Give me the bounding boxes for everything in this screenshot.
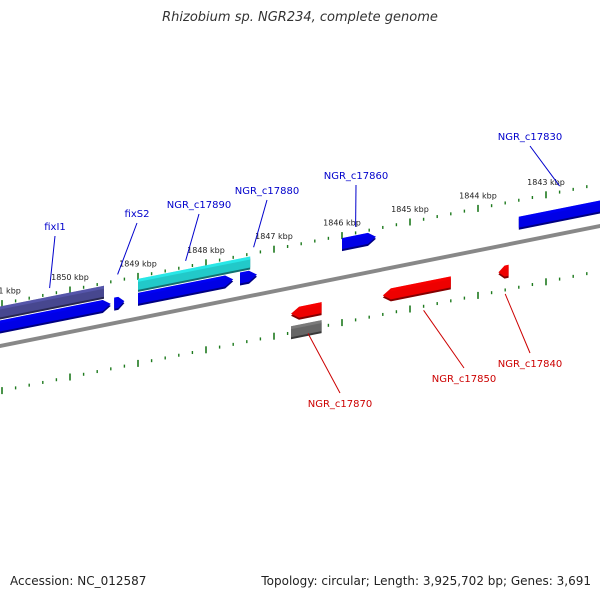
kbp-tick-label: 1848 kbp [187,246,225,255]
gene-feature [114,296,125,311]
gene-arrow [138,275,234,304]
gene-feature [291,320,322,340]
gene-feature [138,275,234,306]
gene-label: fixI1 [44,222,66,233]
gene-feature [0,285,104,320]
gene-highlight [240,270,249,276]
kbp-tick-label: 1849 kbp [119,259,157,268]
label-leader-line [423,309,465,369]
gene-feature [240,270,257,286]
genome-summary-text: Topology: circular; Length: 3,925,702 bp… [261,574,591,588]
gene-feature [0,299,111,334]
gene-feature [498,264,509,279]
kbp-tick-label: 1851 kbp [0,287,21,296]
tick-layer: 1851 kbp 1850 kbp 1849 kbp 1848 kbp 1847 kbp… [0,178,588,395]
gene-feature [342,232,376,252]
label-leader-line [185,213,200,262]
gene-feature [138,256,251,292]
gene-highlight [114,296,119,301]
gene-label: NGR_c17830 [498,132,563,143]
genome-backbone [0,224,600,348]
gene-label: NGR_c17850 [432,374,497,385]
kbp-tick-label: 1847 kbp [255,232,293,241]
kbp-tick-label: 1843 kbp [527,178,565,187]
gene-highlight [291,320,322,330]
label-leader-line [117,222,138,275]
label-leader-line [49,235,56,289]
gene-highlight [390,276,451,292]
label-leader-line [253,199,268,248]
gene-label: NGR_c17840 [498,359,563,370]
gene-highlight [138,256,251,282]
kbp-tick-label: 1850 kbp [51,273,89,282]
gene-label: NGR_c17890 [167,200,232,211]
gene-highlight [0,285,104,310]
gene-feature [382,276,451,302]
label-leader-line [529,145,561,187]
gene-highlight [504,264,509,269]
gene-label: NGR_c17880 [235,186,300,197]
gene-highlight [518,200,600,220]
backbone-layer [0,224,600,348]
kbp-tick-label: 1845 kbp [391,205,429,214]
gene-feature [291,302,322,320]
kbp-tick-label: 1846 kbp [323,219,361,228]
gene-arrow [0,299,111,332]
label-leader-line [307,333,341,394]
accession-text: Accession: NC_012587 [10,574,147,588]
gene-highlight [138,275,226,296]
gene-feature [518,200,600,230]
kbp-tick-label: 1844 kbp [459,191,497,200]
gene-layer [0,200,600,340]
map-title: Rhizobium sp. NGR234, complete genome [162,10,438,25]
gene-label: NGR_c17860 [324,171,389,182]
label-leader-line [504,293,531,354]
gene-highlight [342,232,368,242]
gene-highlight [299,302,322,310]
gene-highlight [0,299,103,324]
gene-label: NGR_c17870 [308,399,373,410]
gene-label: fixS2 [125,209,150,220]
